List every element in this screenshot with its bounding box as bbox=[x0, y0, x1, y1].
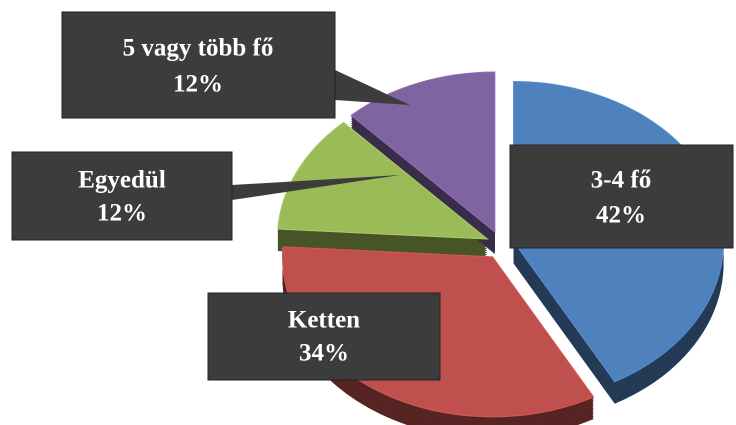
callout-box bbox=[61, 11, 336, 119]
callout-box bbox=[11, 151, 233, 241]
slice bbox=[277, 121, 489, 240]
callout-pointer bbox=[225, 165, 400, 200]
callout-value: 42% bbox=[596, 202, 646, 229]
slice bbox=[350, 71, 496, 234]
callout-value: 34% bbox=[299, 340, 349, 367]
callout-category: 5 vagy több fő bbox=[123, 35, 274, 62]
callout-value: 12% bbox=[97, 200, 147, 227]
callout-category: 3-4 fő bbox=[591, 167, 651, 194]
callouts: 5 vagy több fő 12% Egyedül 12% 3-4 fő 42… bbox=[11, 11, 734, 381]
callout-category: Egyedül bbox=[78, 167, 166, 194]
callout-box bbox=[509, 144, 734, 249]
callout-value: 12% bbox=[173, 71, 223, 98]
callout-box bbox=[207, 292, 441, 381]
callout-category: Ketten bbox=[288, 307, 360, 334]
